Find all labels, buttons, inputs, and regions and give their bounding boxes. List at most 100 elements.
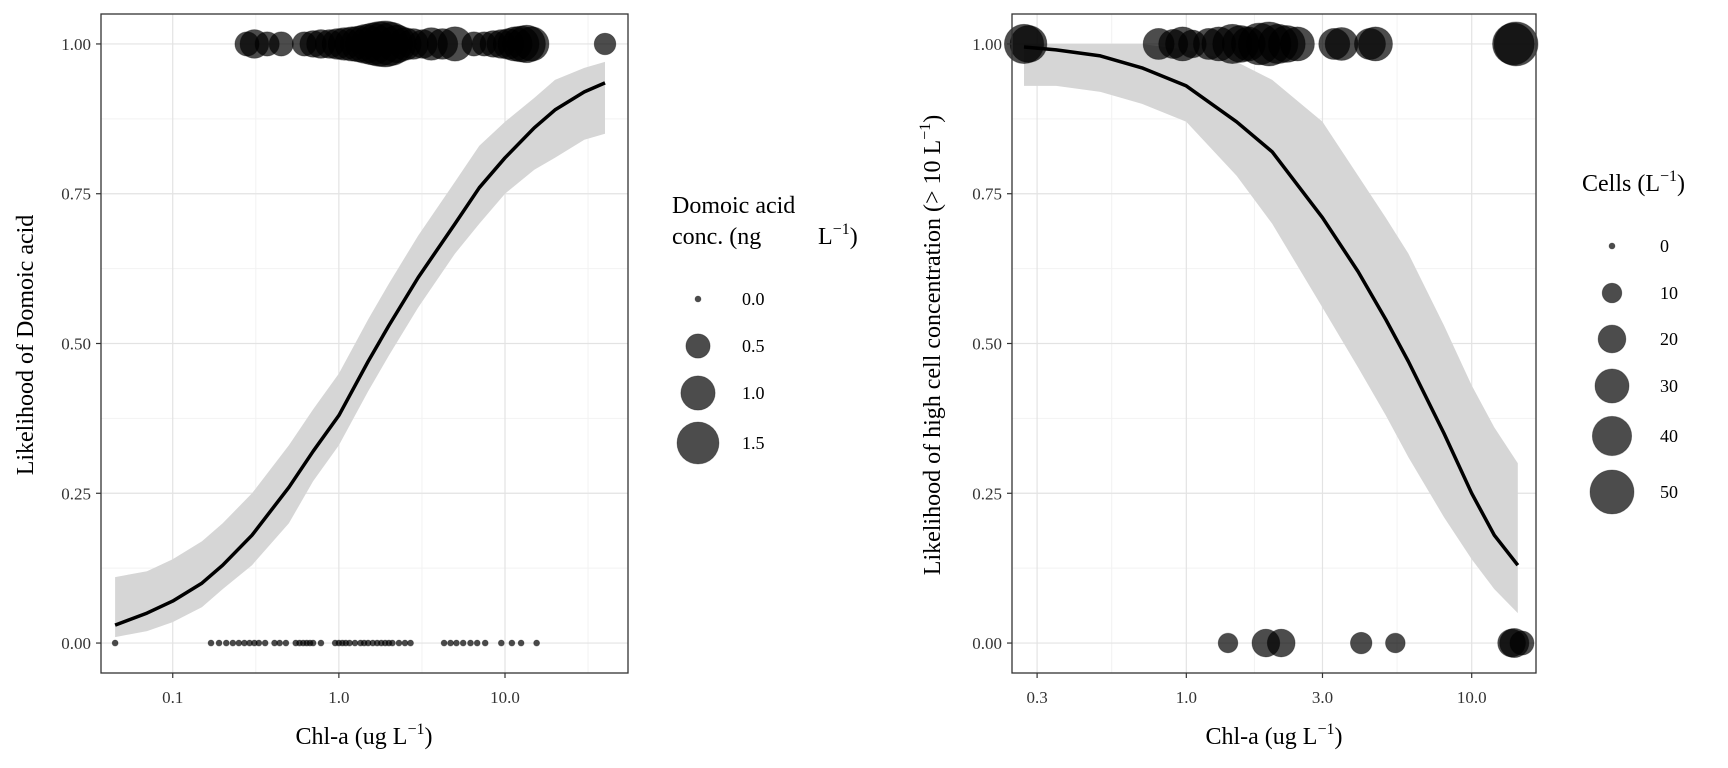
x-axis-title-text: Chl-a (ug L bbox=[295, 724, 407, 750]
data-point bbox=[222, 639, 230, 647]
x-axis-title-sup: −1 bbox=[407, 721, 424, 738]
legend-label: 50 bbox=[1660, 482, 1678, 502]
y-tick-label: 0.50 bbox=[61, 335, 91, 354]
legend-key bbox=[685, 333, 711, 359]
y-axis-title-text: Likelihood of high cell concentration (>… bbox=[920, 140, 946, 575]
legend-title-sup: −1 bbox=[1660, 168, 1677, 185]
data-point bbox=[459, 639, 467, 647]
data-point bbox=[261, 639, 269, 647]
legend-title-unit-close: ) bbox=[850, 224, 858, 250]
legend-title-close: ) bbox=[1677, 171, 1685, 197]
x-axis-title-text: Chl-a (ug L bbox=[1205, 724, 1317, 750]
y-tick-label: 0.50 bbox=[972, 335, 1002, 354]
data-point bbox=[453, 639, 460, 647]
y-tick-label: 0.00 bbox=[972, 634, 1002, 653]
data-point bbox=[268, 31, 294, 57]
data-point bbox=[508, 639, 516, 647]
y-tick-label: 0.75 bbox=[972, 185, 1002, 204]
data-point bbox=[481, 639, 489, 647]
x-tick-label: 10.0 bbox=[1457, 688, 1487, 707]
data-point bbox=[407, 639, 414, 647]
data-point bbox=[497, 639, 505, 647]
data-point bbox=[255, 639, 263, 647]
legend-label: 40 bbox=[1660, 426, 1678, 446]
data-point bbox=[517, 639, 525, 647]
data-point bbox=[467, 639, 474, 647]
data-point bbox=[207, 639, 215, 647]
legend-key bbox=[1597, 324, 1627, 354]
legend: Cells (L−1) 0 10 20 30 40 50 bbox=[1582, 168, 1685, 515]
legend-title-unit-sup: −1 bbox=[833, 221, 850, 238]
data-point bbox=[514, 26, 550, 62]
data-point bbox=[388, 639, 396, 647]
x-tick-label: 0.1 bbox=[162, 688, 183, 707]
legend-key bbox=[1591, 415, 1633, 457]
x-axis-title-close: ) bbox=[425, 724, 433, 750]
data-point bbox=[309, 639, 317, 647]
data-point bbox=[229, 639, 237, 647]
confidence-band bbox=[1024, 44, 1518, 614]
legend-key bbox=[676, 421, 720, 465]
data-point bbox=[282, 639, 290, 647]
legend-key bbox=[1608, 242, 1616, 250]
fit-line bbox=[114, 81, 606, 627]
data-point bbox=[1493, 21, 1539, 67]
y-tick-label: 0.25 bbox=[972, 484, 1002, 503]
legend-title-line: conc. (ng bbox=[672, 224, 761, 250]
y-axis-title: Likelihood of Domoic acid bbox=[13, 215, 39, 476]
left-chart: 0.1 1.0 10.0 0.00 0.25 0.50 0.75 1.00 Chl-a (ug … bbox=[13, 13, 858, 750]
legend-label: 1.5 bbox=[742, 433, 765, 453]
x-axis-title-sup: −1 bbox=[1317, 721, 1334, 738]
legend-label: 0.0 bbox=[742, 289, 765, 309]
y-tick-label: 0.25 bbox=[61, 484, 91, 503]
data-point bbox=[533, 639, 541, 647]
y-axis-title-sup: −1 bbox=[917, 123, 934, 140]
legend-label: 0 bbox=[1660, 236, 1669, 256]
confidence-band bbox=[115, 61, 605, 638]
legend-key bbox=[694, 295, 702, 303]
data-point bbox=[1385, 632, 1406, 654]
right-chart: 0.3 1.0 3.0 10.0 0.00 0.25 0.50 0.75 1.00 Chl-a (… bbox=[917, 13, 1685, 750]
x-tick-label: 3.0 bbox=[1312, 688, 1333, 707]
x-tick-label: 10.0 bbox=[490, 688, 520, 707]
legend-title-unit-text: L bbox=[818, 224, 833, 250]
data-point bbox=[401, 639, 409, 647]
legend-title-text: Cells (L bbox=[1582, 171, 1660, 197]
x-axis-title: Chl-a (ug L−1) bbox=[295, 721, 432, 750]
y-axis-title: Likelihood of high cell concentration (>… bbox=[917, 115, 946, 575]
legend-key bbox=[1601, 282, 1623, 304]
legend-title: Cells (L−1) bbox=[1582, 168, 1685, 197]
data-point bbox=[1324, 27, 1359, 61]
legend-key bbox=[1589, 469, 1635, 515]
legend: Domoic acid conc. (ng L−1) 0.0 0.5 1.0 1.5 bbox=[672, 193, 858, 465]
data-point bbox=[593, 32, 617, 56]
data-point bbox=[447, 639, 454, 647]
data-point bbox=[215, 639, 223, 647]
data-point bbox=[235, 639, 243, 647]
data-point bbox=[473, 639, 481, 647]
data-point bbox=[1350, 631, 1373, 655]
x-axis-title: Chl-a (ug L−1) bbox=[1205, 721, 1342, 750]
legend-label: 20 bbox=[1660, 329, 1678, 349]
data-point bbox=[351, 639, 359, 647]
data-point bbox=[1279, 26, 1315, 62]
legend-label: 30 bbox=[1660, 376, 1678, 396]
x-tick-label: 1.0 bbox=[1176, 688, 1197, 707]
legend-title-unit: L−1) bbox=[818, 221, 858, 250]
y-tick-label: 0.00 bbox=[61, 634, 91, 653]
y-tick-label: 0.75 bbox=[61, 185, 91, 204]
legend-key bbox=[680, 375, 716, 411]
data-point bbox=[1509, 630, 1535, 656]
data-point bbox=[395, 639, 403, 647]
data-point bbox=[111, 639, 119, 647]
legend-title-line: Domoic acid bbox=[672, 193, 795, 219]
y-tick-label: 1.00 bbox=[972, 35, 1002, 54]
x-axis-title-close: ) bbox=[1335, 724, 1343, 750]
data-point bbox=[1358, 26, 1393, 62]
y-axis-title-text: Likelihood of Domoic acid bbox=[13, 215, 39, 476]
legend-label: 0.5 bbox=[742, 336, 765, 356]
data-point bbox=[276, 639, 284, 647]
data-point bbox=[317, 639, 325, 647]
